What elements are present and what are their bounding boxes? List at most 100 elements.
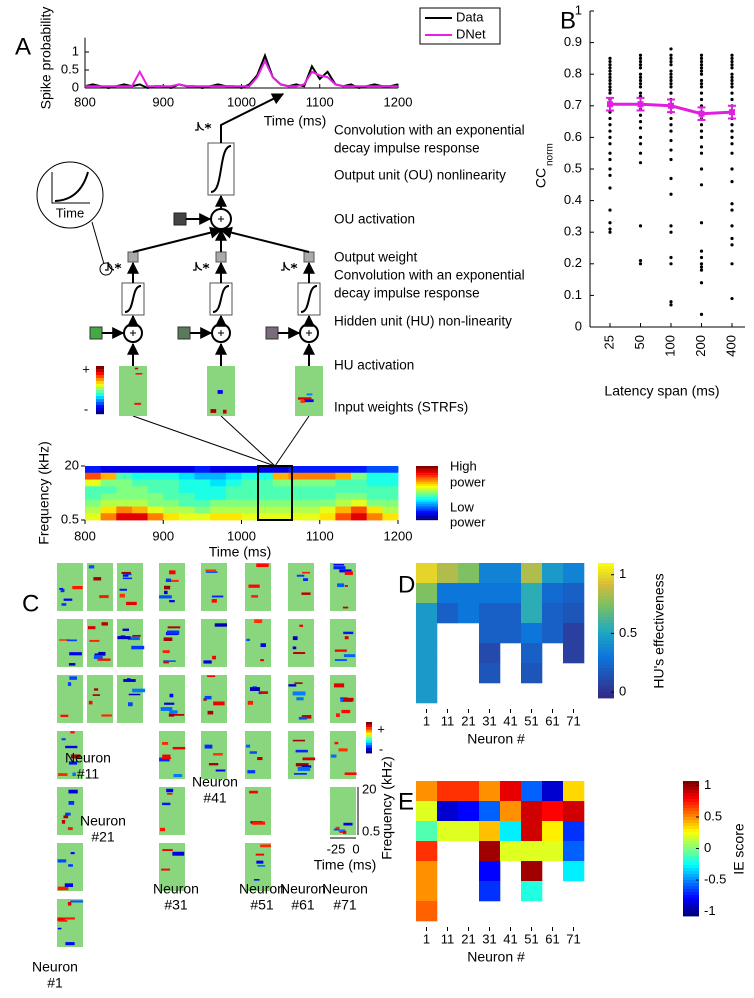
colorbar-strip [683, 835, 699, 839]
spectrogram-cell [100, 472, 117, 480]
spectrogram-cell [319, 466, 336, 474]
strf-stripe [293, 773, 307, 775]
spectrogram-cell [319, 479, 336, 487]
point [730, 224, 734, 228]
spectrogram-cell [163, 493, 180, 501]
colorbar-strip [683, 832, 699, 836]
colorbar-strip [598, 680, 614, 684]
spectrogram-cell [116, 499, 133, 507]
spectrogram-cell [147, 513, 164, 521]
x-tick-label: 11 [441, 713, 455, 728]
point [669, 59, 673, 64]
projection-line [132, 415, 276, 467]
heatmap-cell [521, 663, 543, 684]
point [699, 268, 704, 272]
strf-stripe [293, 651, 306, 655]
spectrogram-cell [131, 499, 148, 507]
spectrogram-cell [288, 513, 305, 521]
heatmap-cell [479, 841, 501, 862]
point [608, 173, 612, 177]
spectrogram-cell [382, 506, 399, 514]
x-tick-label: 1200 [384, 94, 413, 109]
spectrogram-cell [241, 506, 258, 514]
spectrogram-cell [382, 493, 399, 501]
point [638, 75, 643, 79]
heatmap-cell [416, 563, 438, 584]
data-line [84, 52, 399, 90]
strf-stripe [121, 571, 131, 575]
point [669, 255, 673, 260]
strf-stripe [61, 820, 66, 824]
strf-stripe [343, 631, 354, 635]
x-tick-label: 71 [566, 931, 580, 946]
strf-stripe [159, 595, 172, 599]
strf-stripe [344, 571, 353, 575]
strf-stripe [300, 400, 305, 403]
arrow [219, 226, 310, 253]
spectrogram-cell [272, 466, 289, 474]
spectrogram-cell [241, 479, 258, 487]
strf-stripe [222, 409, 227, 414]
spectrogram-cell [382, 486, 399, 494]
spectrogram-cell [85, 513, 102, 521]
strf-stripe [101, 714, 112, 717]
strf-stripe [70, 731, 75, 734]
strf-stripe [65, 812, 71, 816]
colorbar-label: + [82, 361, 90, 376]
strf-stripe [63, 917, 75, 920]
point [730, 135, 734, 139]
y-tick-label: 0.6 [564, 129, 582, 144]
colorbar-strip [416, 489, 438, 492]
strf-stripe [334, 649, 347, 652]
spectrogram-cell [131, 466, 148, 474]
y-tick-label: 0.5 [564, 160, 582, 175]
strf-stripe [172, 851, 185, 856]
heatmap-cell [479, 643, 501, 664]
point [638, 91, 643, 95]
point [730, 59, 734, 64]
spectrogram-cell [257, 493, 274, 501]
point [638, 72, 643, 76]
colorbar-strip [598, 611, 614, 615]
spectrogram-cell [178, 486, 195, 494]
heatmap-cell [416, 901, 438, 922]
bias-square [89, 326, 103, 340]
spectrogram-cell [147, 499, 164, 507]
heatmap-cell [479, 801, 501, 822]
strf-stripe [63, 598, 73, 601]
point [699, 145, 704, 149]
strf-tile [119, 366, 147, 416]
strf-stripe [166, 630, 180, 635]
heatmap-cell [542, 781, 564, 802]
strf-stripe [99, 595, 109, 599]
point [730, 123, 734, 127]
spectrogram-cell [351, 486, 368, 494]
strf-stripe [257, 864, 266, 867]
strf-stripe [162, 742, 169, 745]
strf-tile [57, 899, 83, 947]
x-tick-label: 41 [503, 931, 517, 946]
strf-stripe [169, 693, 174, 698]
neuron-label: Neuron [153, 881, 199, 897]
heatmap-cell [563, 861, 585, 882]
colorbar-strip [598, 602, 614, 606]
colorbar-strip [416, 480, 438, 483]
colorbar-strip [683, 853, 699, 857]
strf-tile [87, 563, 113, 611]
heatmap-cell [458, 801, 480, 822]
strf-stripe [119, 588, 128, 591]
spectrogram-cell [194, 513, 211, 521]
colorbar-strip [366, 740, 372, 743]
legend-box [419, 7, 501, 45]
colorbar-strip [683, 862, 699, 866]
sigmoid [212, 285, 230, 313]
heatmap-cell [416, 881, 438, 902]
strf-stripe [334, 741, 339, 745]
strf-stripe [164, 590, 168, 595]
strf-tile [245, 675, 271, 723]
heatmap-cell [542, 821, 564, 842]
colorbar-strip [683, 865, 699, 869]
x-tick-label: 1000 [227, 94, 256, 109]
strf-stripe [57, 886, 69, 891]
spectrogram-cell [116, 472, 133, 480]
